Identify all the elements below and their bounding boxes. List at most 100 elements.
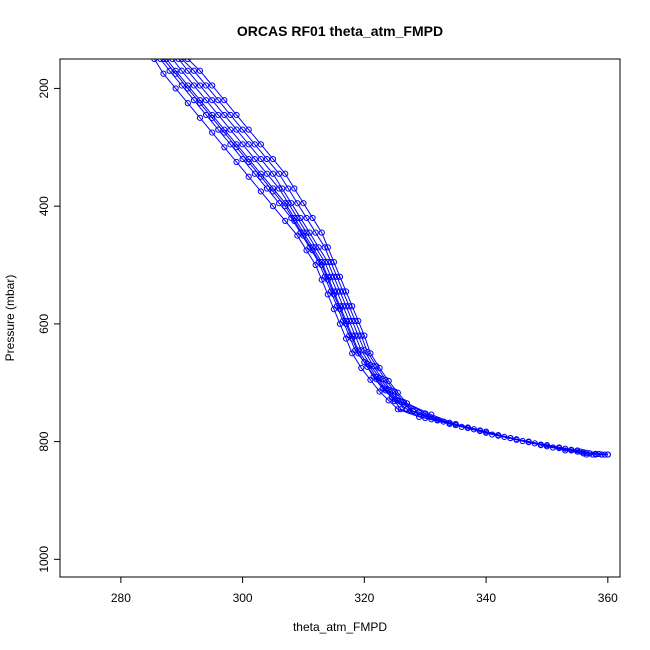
data-point bbox=[251, 141, 258, 148]
data-point bbox=[239, 155, 246, 163]
data-point bbox=[269, 203, 277, 210]
x-tick-label: 320 bbox=[354, 591, 374, 605]
data-point bbox=[209, 82, 216, 89]
data-point bbox=[574, 447, 581, 454]
data-point bbox=[263, 185, 271, 192]
data-point bbox=[202, 111, 210, 119]
x-axis: 280 300 320 340 360 bbox=[111, 577, 618, 605]
data-point bbox=[263, 170, 271, 177]
data-point bbox=[537, 442, 544, 449]
data-point bbox=[291, 185, 298, 192]
data-point bbox=[342, 288, 350, 295]
data-point bbox=[276, 200, 283, 207]
data-point bbox=[318, 229, 325, 236]
data-point bbox=[428, 411, 435, 418]
data-point bbox=[406, 407, 414, 415]
data-point bbox=[190, 97, 198, 104]
data-point bbox=[513, 436, 520, 443]
y-tick-label: 200 bbox=[37, 78, 51, 98]
data-point bbox=[294, 200, 301, 207]
data-point bbox=[330, 306, 338, 313]
data-point bbox=[482, 428, 490, 435]
data-point bbox=[361, 332, 368, 339]
data-point bbox=[367, 376, 374, 383]
data-point bbox=[312, 261, 319, 269]
data-point bbox=[282, 203, 289, 210]
data-point bbox=[452, 420, 459, 428]
data-point bbox=[233, 111, 240, 119]
data-point bbox=[251, 155, 258, 163]
data-point bbox=[385, 397, 392, 404]
data-point bbox=[269, 170, 277, 177]
data-point bbox=[276, 170, 283, 177]
data-point bbox=[215, 97, 222, 104]
chart-title: ORCAS RF01 theta_atm_FMPD bbox=[237, 23, 443, 39]
data-point bbox=[376, 388, 383, 395]
data-point bbox=[221, 129, 228, 136]
data-point bbox=[300, 232, 307, 239]
data-point bbox=[385, 377, 392, 385]
data-point bbox=[604, 451, 611, 458]
data-point bbox=[233, 158, 240, 166]
data-point bbox=[312, 229, 319, 236]
data-point bbox=[324, 244, 331, 251]
data-point bbox=[160, 70, 167, 77]
data-point bbox=[309, 247, 316, 254]
data-point bbox=[245, 173, 252, 180]
data-point bbox=[202, 82, 210, 89]
data-point bbox=[209, 114, 216, 121]
data-point bbox=[196, 82, 204, 89]
data-point bbox=[336, 320, 344, 327]
data-point bbox=[209, 97, 216, 104]
data-point bbox=[257, 141, 264, 148]
data-point bbox=[324, 276, 331, 283]
data-point bbox=[349, 335, 356, 342]
data-point bbox=[227, 126, 234, 133]
data-point bbox=[227, 111, 234, 119]
data-point bbox=[373, 376, 380, 383]
data-point bbox=[178, 67, 185, 74]
data-point bbox=[364, 363, 371, 370]
data-point bbox=[330, 258, 338, 266]
data-point bbox=[245, 158, 252, 166]
data-point bbox=[215, 111, 222, 119]
y-tick-label: 400 bbox=[37, 196, 51, 216]
data-point bbox=[245, 141, 252, 148]
data-point bbox=[303, 214, 310, 222]
data-point bbox=[221, 97, 228, 104]
data-point bbox=[221, 144, 228, 151]
data-point bbox=[391, 397, 398, 405]
data-point bbox=[303, 247, 310, 254]
data-point bbox=[239, 141, 246, 148]
data-point bbox=[196, 67, 204, 74]
series-8 bbox=[184, 59, 611, 458]
data-point bbox=[233, 144, 240, 151]
x-axis-label: theta_atm_FMPD bbox=[293, 620, 387, 634]
data-point bbox=[382, 387, 389, 394]
data-point bbox=[306, 229, 313, 236]
data-point bbox=[318, 276, 325, 283]
y-tick-label: 600 bbox=[37, 314, 51, 334]
data-point bbox=[172, 85, 179, 92]
data-point bbox=[394, 389, 401, 396]
data-point bbox=[245, 126, 252, 133]
data-point bbox=[318, 261, 325, 269]
data-point bbox=[190, 82, 198, 89]
data-point bbox=[403, 400, 411, 407]
data-point bbox=[202, 97, 210, 104]
data-point bbox=[342, 320, 350, 327]
data-point bbox=[324, 291, 331, 298]
plot-data bbox=[151, 59, 611, 458]
data-point bbox=[342, 335, 350, 342]
data-point bbox=[269, 188, 277, 195]
data-point bbox=[282, 217, 289, 224]
data-point bbox=[172, 70, 179, 77]
data-point bbox=[221, 111, 228, 119]
data-point bbox=[178, 82, 185, 89]
data-point bbox=[184, 85, 191, 92]
data-point bbox=[376, 364, 383, 372]
data-point bbox=[251, 170, 258, 177]
data-point bbox=[589, 451, 596, 458]
y-tick-label: 1000 bbox=[37, 546, 51, 573]
